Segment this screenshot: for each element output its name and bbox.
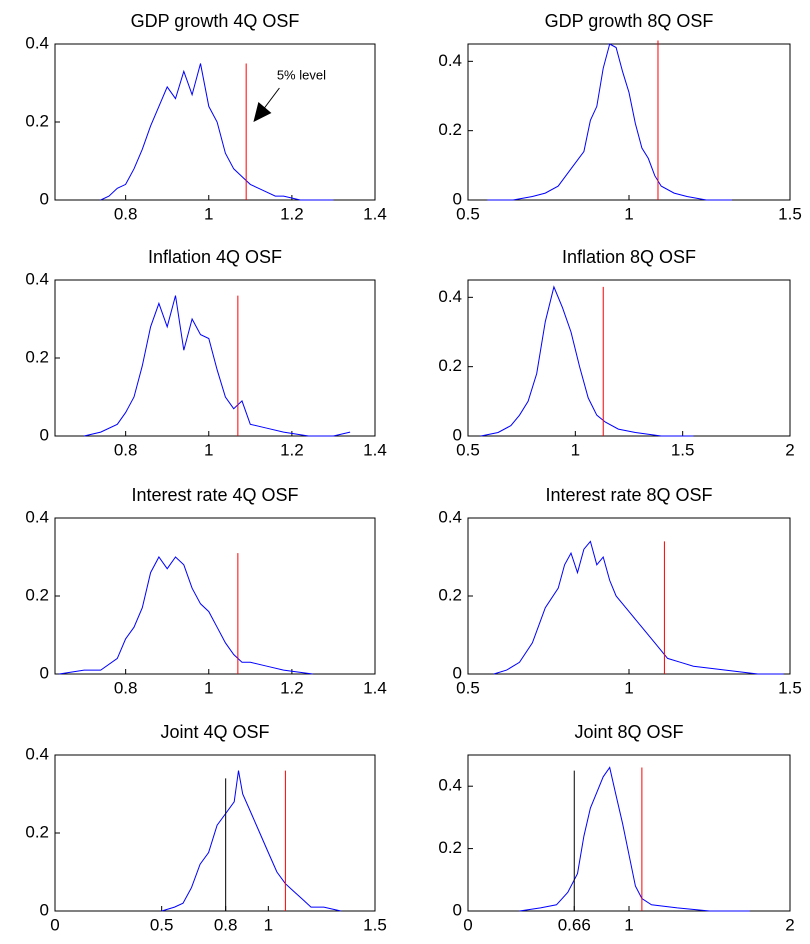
x-tick-label: 2 [785,440,794,459]
x-tick-label: 1.5 [778,678,802,697]
axes-box [54,279,376,437]
axes-box [54,517,376,675]
x-tick-label: 1 [571,440,580,459]
x-tick-label: 1 [204,204,213,223]
chart-title: GDP growth 4Q OSF [131,11,300,31]
y-tick-label: 0.2 [438,356,462,375]
x-tick-label: 1.5 [778,204,802,223]
x-tick-label: 1 [624,915,633,934]
density-line [59,556,313,675]
y-tick-label: 0 [40,425,49,444]
x-tick-label: 0.5 [150,915,174,934]
x-tick-label: 1 [624,678,633,697]
y-tick-label: 0 [40,663,49,682]
y-tick-label: 0.4 [438,51,462,70]
chart-title: Interest rate 8Q OSF [545,485,712,505]
x-tick-label: 0.8 [114,440,138,459]
y-tick-label: 0 [453,900,462,919]
x-tick-label: 1 [204,678,213,697]
y-tick-label: 0.2 [25,111,49,130]
x-tick-label: 1.4 [363,440,387,459]
chart-title: Interest rate 4Q OSF [131,485,298,505]
x-tick-label: 1.5 [671,440,695,459]
arrow-head [253,102,272,122]
x-tick-label: 1 [204,440,213,459]
chart-title: Inflation 8Q OSF [562,247,696,267]
y-tick-label: 0.4 [25,744,49,763]
axes-box [467,517,791,675]
x-tick-label: 2 [785,915,794,934]
x-tick-label: 1.5 [363,915,387,934]
axes-box [467,754,791,912]
x-tick-label: 0.66 [558,915,591,934]
y-tick-label: 0 [40,900,49,919]
annotation: 5% level [277,67,326,82]
y-tick-label: 0 [40,189,49,208]
density-line [487,43,732,201]
y-tick-label: 0.2 [438,120,462,139]
y-tick-label: 0 [453,189,462,208]
y-tick-label: 0.2 [438,838,462,857]
chart-title: GDP growth 8Q OSF [545,11,714,31]
y-tick-label: 0.2 [438,585,462,604]
x-tick-label: 0 [50,915,59,934]
density-line [519,766,750,912]
x-tick-label: 1 [624,204,633,223]
y-tick-label: 0.2 [25,585,49,604]
density-line [100,63,334,201]
y-tick-label: 0.4 [25,33,49,52]
density-line [493,540,784,675]
x-tick-label: 1.2 [280,678,304,697]
y-tick-label: 0 [453,425,462,444]
axes-box [467,279,791,437]
x-tick-label: 0.5 [456,204,480,223]
chart-title: Joint 4Q OSF [160,722,269,742]
y-tick-label: 0.2 [25,822,49,841]
density-line [83,295,351,437]
x-tick-label: 0.8 [114,204,138,223]
chart-title: Inflation 4Q OSF [148,247,282,267]
density-line [480,285,694,437]
y-tick-label: 0.4 [25,269,49,288]
y-tick-label: 0 [453,663,462,682]
x-tick-label: 1.4 [363,204,387,223]
x-tick-label: 1 [264,915,273,934]
y-tick-label: 0.4 [25,507,49,526]
axes-box [467,43,791,201]
x-tick-label: 1.4 [363,678,387,697]
chart-title: Joint 8Q OSF [574,722,683,742]
y-tick-label: 0.4 [438,287,462,306]
x-tick-label: 1.2 [280,440,304,459]
axes-box [54,43,376,201]
x-tick-label: 1.2 [280,204,304,223]
y-tick-label: 0.4 [438,776,462,795]
x-tick-label: 0 [463,915,472,934]
x-tick-label: 0.5 [456,678,480,697]
x-tick-label: 0.8 [214,915,238,934]
y-tick-label: 0.4 [438,507,462,526]
y-tick-label: 0.2 [25,347,49,366]
density-line [161,770,342,912]
x-tick-label: 0.5 [456,440,480,459]
x-tick-label: 0.8 [114,678,138,697]
